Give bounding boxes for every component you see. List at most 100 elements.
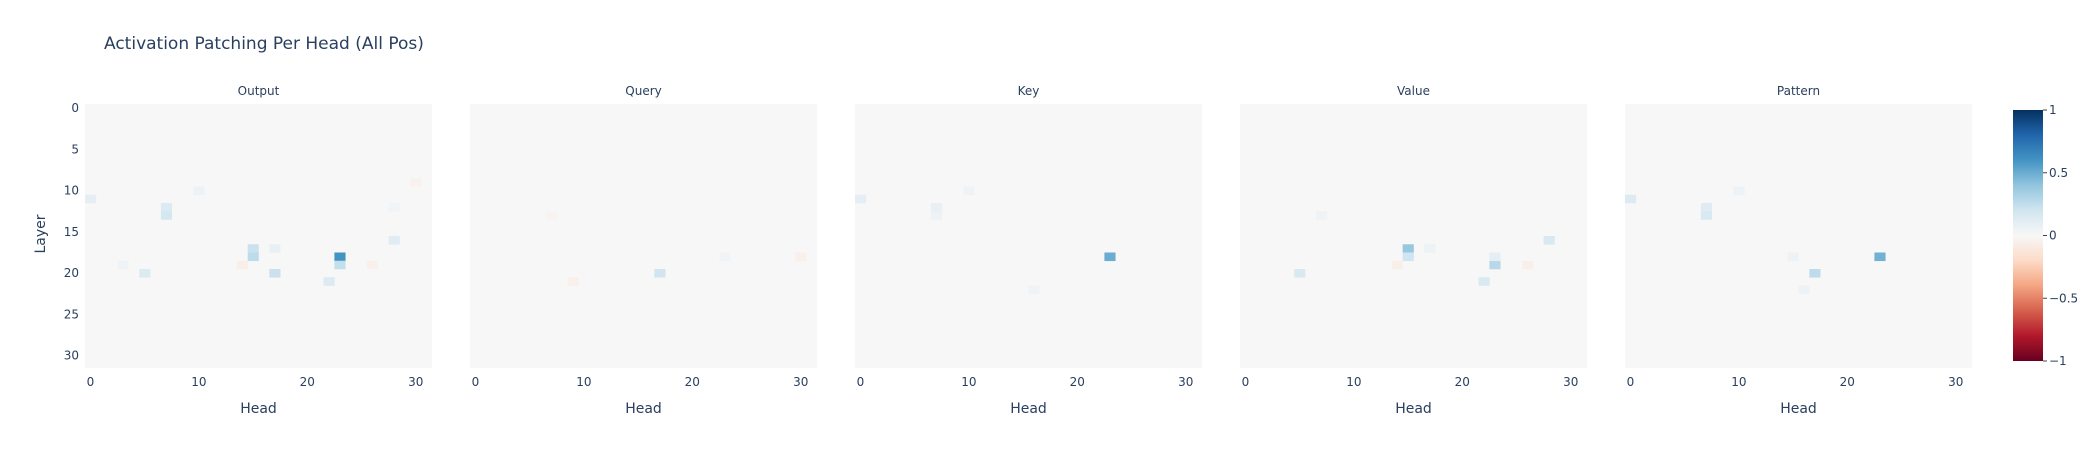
x-axis-title: Head	[1780, 401, 1817, 417]
heatmap-cell	[1391, 260, 1403, 270]
heatmap-cell	[193, 186, 205, 196]
x-axis-title: Head	[1395, 401, 1432, 417]
heatmap-cell	[654, 269, 666, 278]
x-tick-label: 30	[1948, 375, 1963, 389]
heatmap-background	[1625, 104, 1972, 368]
heatmap-background	[855, 104, 1202, 368]
heatmap-cell	[160, 203, 173, 212]
x-tick-label: 10	[576, 375, 591, 389]
heatmap-cell	[1625, 194, 1637, 204]
heatmap-cell	[930, 203, 943, 212]
heatmap-cell	[719, 252, 731, 262]
heatmap-cell	[1104, 252, 1116, 262]
heatmap-cell	[139, 269, 151, 278]
panel-title: Pattern	[1777, 84, 1820, 98]
heatmap-background	[1240, 104, 1587, 368]
heatmap-cell	[1489, 260, 1501, 270]
panel-title: Query	[625, 84, 661, 98]
colorbar: 1 0.5 0 −0.5 −1	[2013, 103, 2078, 368]
heatmap-cell	[1543, 236, 1555, 245]
heatmap-cell	[795, 252, 807, 262]
heatmap-background	[470, 104, 817, 368]
x-tick-label: 20	[300, 375, 315, 389]
x-tick-label: 30	[1178, 375, 1193, 389]
heatmap-cell	[1402, 244, 1414, 253]
y-axis-title: Layer	[33, 214, 49, 253]
heatmap-cell	[247, 244, 259, 253]
y-tick-label: 30	[64, 349, 79, 363]
chart-title: Activation Patching Per Head (All Pos)	[104, 34, 424, 54]
panel-title: Value	[1397, 84, 1430, 98]
heatmap-cell	[366, 260, 379, 270]
y-tick-label: 25	[64, 307, 79, 321]
heatmap-cell	[85, 194, 97, 204]
x-axis-title: Head	[240, 401, 277, 417]
heatmap-cell	[1402, 252, 1414, 262]
x-tick-label: 10	[1731, 375, 1746, 389]
colorbar-tick-label: 0.5	[2049, 166, 2068, 180]
heatmap-cell	[1521, 260, 1534, 270]
heatmap-cell	[1489, 252, 1501, 262]
heatmap-cell	[1700, 203, 1713, 212]
panel-title: Output	[238, 84, 280, 98]
heatmap-cell	[1809, 269, 1821, 278]
heatmap-panel-pattern: Pattern 0 10 20 30 Head	[1625, 84, 1972, 417]
x-tick-label: 30	[1563, 375, 1578, 389]
panel-title: Key	[1018, 84, 1040, 98]
heatmap-cell	[855, 194, 867, 204]
heatmap-cell	[1874, 252, 1886, 262]
colorbar-tick-label: −0.5	[2049, 291, 2078, 305]
x-tick-label: 20	[1840, 375, 1855, 389]
heatmap-cell	[1424, 244, 1436, 253]
heatmap-cell	[567, 277, 579, 286]
heatmap-panel-value: Value 0 10 20 30 Head	[1240, 84, 1587, 417]
x-tick-label: 0	[472, 375, 480, 389]
heatmap-cell	[930, 211, 943, 220]
heatmap-cell	[1294, 269, 1306, 278]
heatmap-cell	[247, 252, 259, 262]
heatmap-panel-query: Query 0 10 20 30 Head	[470, 84, 817, 417]
x-tick-label: 30	[793, 375, 808, 389]
heatmap-cell	[1787, 252, 1799, 262]
x-axis-title: Head	[1010, 401, 1047, 417]
x-tick-label: 0	[1627, 375, 1635, 389]
colorbar-gradient	[2013, 110, 2043, 361]
heatmap-cell	[1028, 285, 1040, 295]
heatmap-cell	[545, 211, 558, 220]
y-tick-label: 0	[71, 101, 79, 115]
x-tick-label: 10	[191, 375, 206, 389]
heatmap-cell	[334, 260, 346, 270]
heatmap-cell	[323, 277, 335, 286]
heatmap-cell	[1733, 186, 1745, 196]
heatmap-cell	[117, 260, 129, 270]
colorbar-tick-label: 1	[2049, 103, 2057, 117]
heatmap-panels: Output 0 10 20 30 Head 0 5 10 15 20 25 30 Query 0 10 20 3…	[64, 84, 1972, 417]
heatmap-cell	[1798, 285, 1810, 295]
heatmap-cell	[269, 269, 281, 278]
heatmap-cell	[269, 244, 281, 253]
x-tick-label: 0	[857, 375, 865, 389]
heatmap-panel-key: Key 0 10 20 30 Head	[855, 84, 1202, 417]
y-tick-label: 15	[64, 225, 79, 239]
heatmap-panel-output: Output 0 10 20 30 Head 0 5 10 15 20 25 30	[64, 84, 432, 417]
heatmap-cell	[388, 236, 400, 245]
heatmap-cell	[1478, 277, 1490, 286]
heatmap-cell	[410, 178, 422, 187]
x-tick-label: 10	[1346, 375, 1361, 389]
x-tick-label: 20	[685, 375, 700, 389]
heatmap-cell	[388, 203, 400, 212]
colorbar-tick-label: 0	[2049, 229, 2057, 243]
heatmap-cell	[1315, 211, 1328, 220]
colorbar-tick-label: −1	[2049, 354, 2067, 368]
x-tick-label: 20	[1455, 375, 1470, 389]
x-tick-label: 0	[87, 375, 95, 389]
y-tick-label: 20	[64, 266, 79, 280]
x-tick-label: 20	[1070, 375, 1085, 389]
heatmap-cell	[160, 211, 173, 220]
heatmap-cell	[1700, 211, 1713, 220]
x-tick-label: 30	[408, 375, 423, 389]
x-axis-title: Head	[625, 401, 662, 417]
heatmap-cell	[334, 252, 346, 262]
heatmap-cell	[236, 260, 248, 270]
x-tick-label: 0	[1242, 375, 1250, 389]
